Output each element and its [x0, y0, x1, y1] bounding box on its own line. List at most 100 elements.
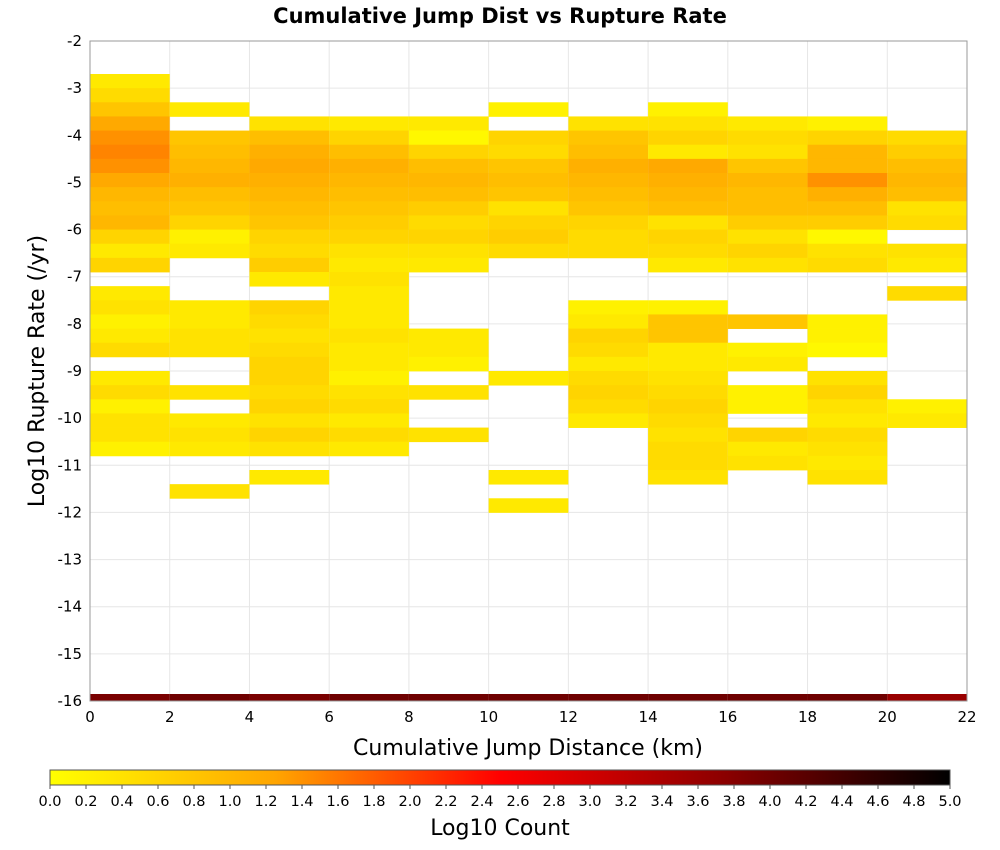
heatmap-cell: [807, 427, 888, 443]
heatmap-cell: [329, 229, 409, 245]
heatmap-cell: [568, 173, 649, 188]
heatmap-cell: [807, 201, 888, 216]
heatmap-cell: [329, 342, 409, 358]
heatmap-cell: [568, 342, 649, 358]
colorbar-tick-label: 3.0: [578, 794, 601, 810]
heatmap-cell: [807, 257, 888, 273]
y-tick-label: -4: [67, 126, 82, 144]
heatmap-cell: [887, 215, 967, 230]
heatmap-cell: [568, 144, 649, 160]
heatmap-cell: [727, 215, 808, 230]
colorbar-tick-label: 0.4: [110, 794, 133, 810]
heatmap-cell: [568, 229, 649, 245]
heatmap-cell: [169, 328, 250, 344]
heatmap-cell: [329, 201, 409, 216]
heatmap-cell: [727, 243, 808, 259]
heatmap-cell: [807, 116, 888, 131]
colorbar-tick-label: 1.0: [218, 794, 241, 810]
heatmap-cell: [408, 342, 489, 358]
heatmap-cell: [169, 243, 250, 259]
heatmap-cell: [887, 399, 967, 414]
heatmap-cell: [408, 257, 489, 273]
heatmap-cell: [648, 455, 728, 471]
heatmap-cell: [329, 272, 409, 287]
heatmap-cell: [807, 229, 888, 245]
heatmap-cell: [408, 328, 489, 344]
colorbar-tick-label: 1.8: [362, 794, 385, 810]
heatmap-cell: [568, 413, 649, 428]
heatmap-cell: [249, 427, 330, 443]
heatmap-cell: [90, 243, 170, 259]
heatmap-cell: [727, 130, 808, 146]
heatmap-cell: [408, 144, 489, 160]
heatmap-cell: [807, 328, 888, 344]
colorbar-tick-label: 2.2: [434, 794, 457, 810]
heatmap-cell: [90, 116, 170, 131]
colorbar-tick-labels: 0.0 0.2 0.4 0.6 0.8 1.0 1.2 1.4 1.6 1.8 2.0 2.2 2.4 2…: [38, 785, 962, 810]
heatmap-cell: [648, 413, 728, 428]
heatmap-cell: [90, 300, 170, 315]
heatmap-cell: [249, 144, 330, 160]
bottom-band-cell: [648, 694, 728, 701]
heatmap-cell: [727, 385, 808, 400]
heatmap-cell: [90, 74, 170, 89]
heatmap-cell: [727, 173, 808, 188]
heatmap-cell: [648, 427, 728, 443]
heatmap-cell: [568, 328, 649, 344]
heatmap-cell: [727, 229, 808, 245]
colorbar-tick-label: 0.0: [38, 794, 61, 810]
heatmap-cell: [329, 371, 409, 386]
heatmap-cell: [90, 342, 170, 358]
heatmap-cell: [807, 413, 888, 428]
heatmap-cell: [727, 116, 808, 131]
heatmap-cell: [408, 427, 489, 443]
heatmap-cell: [249, 116, 330, 131]
heatmap-cell: [249, 187, 330, 202]
heatmap-cell: [169, 385, 250, 400]
heatmap-cell: [807, 158, 888, 174]
heatmap-cell: [329, 314, 409, 329]
heatmap-cell: [488, 102, 569, 117]
heatmap-cell: [568, 116, 649, 131]
heatmap-cell: [568, 356, 649, 372]
y-tick-label: -16: [58, 692, 83, 710]
heatmap-cell: [249, 272, 330, 287]
heatmap-cell: [727, 314, 808, 329]
heatmap-cell: [249, 399, 330, 414]
heatmap-cell: [807, 470, 888, 485]
y-tick-label: -12: [58, 503, 83, 521]
heatmap-cell: [169, 314, 250, 329]
heatmap-cell: [90, 102, 170, 117]
heatmap-cell: [568, 187, 649, 202]
y-tick-label: -13: [58, 551, 83, 569]
x-tick-label: 10: [479, 708, 498, 726]
heatmap-cell: [568, 300, 649, 315]
heatmap-cell: [648, 470, 728, 485]
x-tick-label: 8: [404, 708, 414, 726]
heatmap-cell: [807, 371, 888, 386]
heatmap-cell: [568, 314, 649, 329]
heatmap-cell: [90, 158, 170, 174]
heatmap-cell: [807, 215, 888, 230]
heatmap-cell: [90, 399, 170, 414]
heatmap-cell: [648, 314, 728, 329]
colorbar-tick-label: 1.2: [254, 794, 277, 810]
heatmap-cell: [329, 116, 409, 131]
colorbar-tick-label: 4.8: [902, 794, 925, 810]
heatmap-cell: [169, 144, 250, 160]
heatmap-cell: [648, 116, 728, 131]
bottom-band-cell: [408, 694, 489, 701]
heatmap-cell: [568, 201, 649, 216]
heatmap-cell: [408, 116, 489, 131]
heatmap-cell: [169, 130, 250, 146]
heatmap-cell: [329, 399, 409, 414]
heatmap-cell: [329, 300, 409, 315]
heatmap-cell: [249, 215, 330, 230]
heatmap-cell: [329, 441, 409, 457]
bottom-band-cell: [90, 694, 170, 701]
heatmap-cell: [169, 187, 250, 202]
colorbar-tick-label: 3.6: [686, 794, 709, 810]
heatmap-cell: [648, 173, 728, 188]
heatmap-cell: [169, 300, 250, 315]
colorbar: [49, 769, 951, 786]
